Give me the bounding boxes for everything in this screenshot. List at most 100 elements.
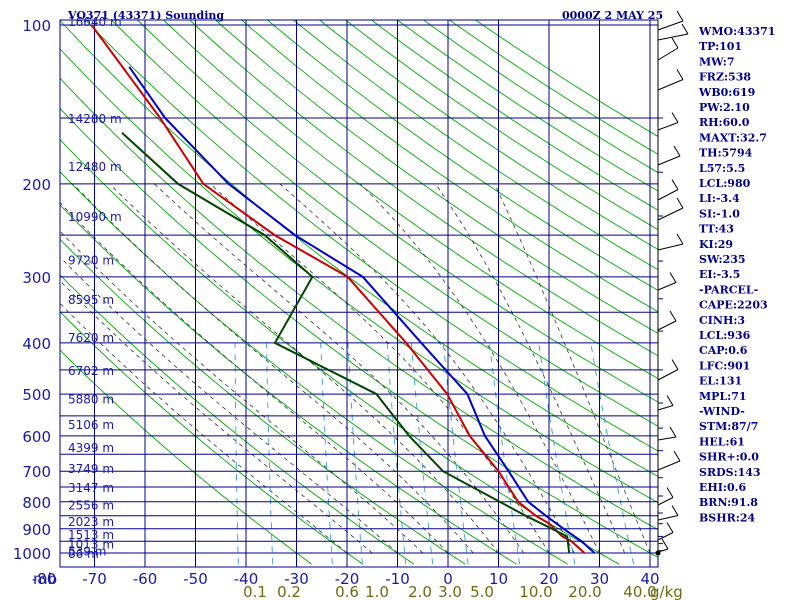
mixing-ratio-line — [234, 342, 239, 565]
index-item: LFC:901 — [699, 359, 750, 372]
index-item: TH:5794 — [699, 147, 753, 160]
height-label: 2023 m — [68, 515, 114, 529]
wind-barb — [657, 122, 679, 131]
pressure-tick-label: 900 — [22, 521, 51, 539]
pressure-tick-label: 800 — [22, 494, 51, 512]
sounding-series — [90, 24, 596, 554]
index-item: CAPE:2203 — [699, 299, 768, 312]
temperature-tick-label: -10 — [385, 570, 410, 588]
dry-adiabat-line — [60, 20, 658, 477]
dry-adiabat-line — [60, 274, 415, 565]
temperature-tick-label: -30 — [284, 570, 309, 588]
wind-barb — [657, 532, 674, 541]
index-item: L57:5.5 — [699, 162, 745, 175]
temperature-tick-label: -70 — [82, 570, 107, 588]
height-label: 86 m — [68, 547, 99, 561]
index-item: CINH:3 — [699, 314, 745, 327]
dry-adiabat-line — [60, 204, 517, 565]
pressure-axis: 100 200 300 400 500 600 700 800 900 1000 — [13, 17, 51, 563]
wind-barb — [657, 497, 674, 506]
mixing-ratio-tick-label: 1.0 — [365, 583, 389, 600]
wind-barb — [657, 436, 677, 441]
index-item: TP:101 — [699, 40, 742, 53]
index-item: WB0:619 — [698, 86, 755, 99]
wind-barb-feather — [666, 395, 674, 406]
mixing-ratio-line — [347, 342, 363, 565]
height-label: 1013 m — [68, 538, 114, 552]
wind-barb-feather — [671, 359, 679, 370]
index-item: EI:-3.5 — [699, 268, 740, 281]
wind-barb — [657, 155, 681, 166]
mixing-ratio-axis: 0.1 0.2 0.6 1.0 2.0 3.0 5.0 10.0 20.0 40.0g/kg — [243, 583, 683, 600]
wind-barb — [657, 320, 677, 331]
index-item: LCL:936 — [699, 329, 751, 342]
index-item: -WIND- — [699, 405, 745, 418]
wind-barb-feather — [666, 487, 674, 498]
index-item: HEL:61 — [699, 435, 745, 448]
height-label: 12480 m — [68, 160, 122, 174]
moist-adiabat-line — [494, 183, 651, 554]
mixing-ratio-tick-label: 0.1 — [243, 583, 267, 600]
wind-barb — [657, 79, 684, 91]
mixing-ratio-line — [488, 342, 521, 565]
wind-barb — [657, 20, 684, 31]
temperature-tick-label: 10 — [489, 570, 508, 588]
temperature-tick-label: -20 — [335, 570, 360, 588]
index-item: KI:29 — [699, 238, 733, 251]
wind-barb — [657, 47, 679, 61]
wind-barb-feather — [669, 426, 677, 438]
height-label: 1513 m — [68, 528, 114, 542]
height-label: 3749 m — [68, 462, 114, 476]
height-label: 8595 m — [68, 293, 114, 307]
index-item: BSHR:24 — [699, 511, 755, 524]
wind-barb — [657, 515, 679, 521]
wind-barb — [657, 369, 679, 381]
mixing-ratio-tick-label: 40.0 — [623, 583, 656, 600]
height-label: 16640 m — [68, 15, 122, 29]
moist-adiabat-line — [154, 183, 525, 554]
mixing-ratio-line — [590, 342, 635, 565]
wind-barb — [657, 460, 681, 471]
index-item: STM:87/7 — [699, 420, 758, 433]
indices-panel: WMO:43371 TP:101 MW:7 FRZ:538 WB0:619 PW:2.10… — [698, 25, 775, 524]
wind-barb-feather — [661, 538, 669, 550]
wind-barb-feather — [676, 197, 684, 209]
dry-adiabat-line — [110, 20, 658, 427]
temperature-tick-label: -50 — [183, 570, 208, 588]
moist-adiabat-line — [109, 183, 499, 554]
height-label: 5880 m — [68, 393, 114, 407]
index-item: PW:2.10 — [699, 101, 750, 114]
index-item: LCL:980 — [699, 177, 751, 190]
temperature-tick-label: 0 — [443, 570, 453, 588]
index-item: MPL:71 — [699, 390, 747, 403]
index-item: TT:43 — [699, 223, 734, 236]
pressure-tick-label: 300 — [22, 269, 51, 287]
wind-barb-feather — [676, 10, 684, 22]
index-item: BRN:91.8 — [699, 496, 758, 509]
height-label: 2556 m — [68, 499, 114, 513]
wind-barb-feather — [671, 37, 679, 49]
index-item: EHI:0.6 — [699, 481, 746, 494]
mixing-ratio-tick-label: 10.0 — [519, 583, 552, 600]
temperature-tick-label: -60 — [133, 570, 158, 588]
wind-barb-feather — [681, 23, 689, 35]
pressure-tick-label: 500 — [22, 386, 51, 404]
mixing-ratio-lines — [234, 342, 635, 565]
wind-barb-feather — [676, 69, 684, 80]
height-label: 6702 m — [68, 364, 114, 378]
height-labels: 16640 m 14280 m 12480 m 10990 m 9720 m 8595 m… — [68, 15, 122, 561]
index-item: -PARCEL- — [699, 283, 758, 296]
pressure-unit-label: mb — [33, 570, 57, 588]
wind-barb-feather — [673, 145, 681, 157]
temperature-profile — [128, 66, 596, 554]
height-label: 4399 m — [68, 441, 114, 455]
moist-adiabat-line — [60, 302, 348, 554]
height-label: 9720 m — [68, 254, 114, 268]
isotherms — [94, 20, 651, 567]
mixing-ratio-unit: g/kg — [650, 583, 683, 600]
wind-barb — [657, 189, 679, 201]
wind-barb — [657, 33, 689, 41]
dry-adiabats — [60, 20, 658, 565]
